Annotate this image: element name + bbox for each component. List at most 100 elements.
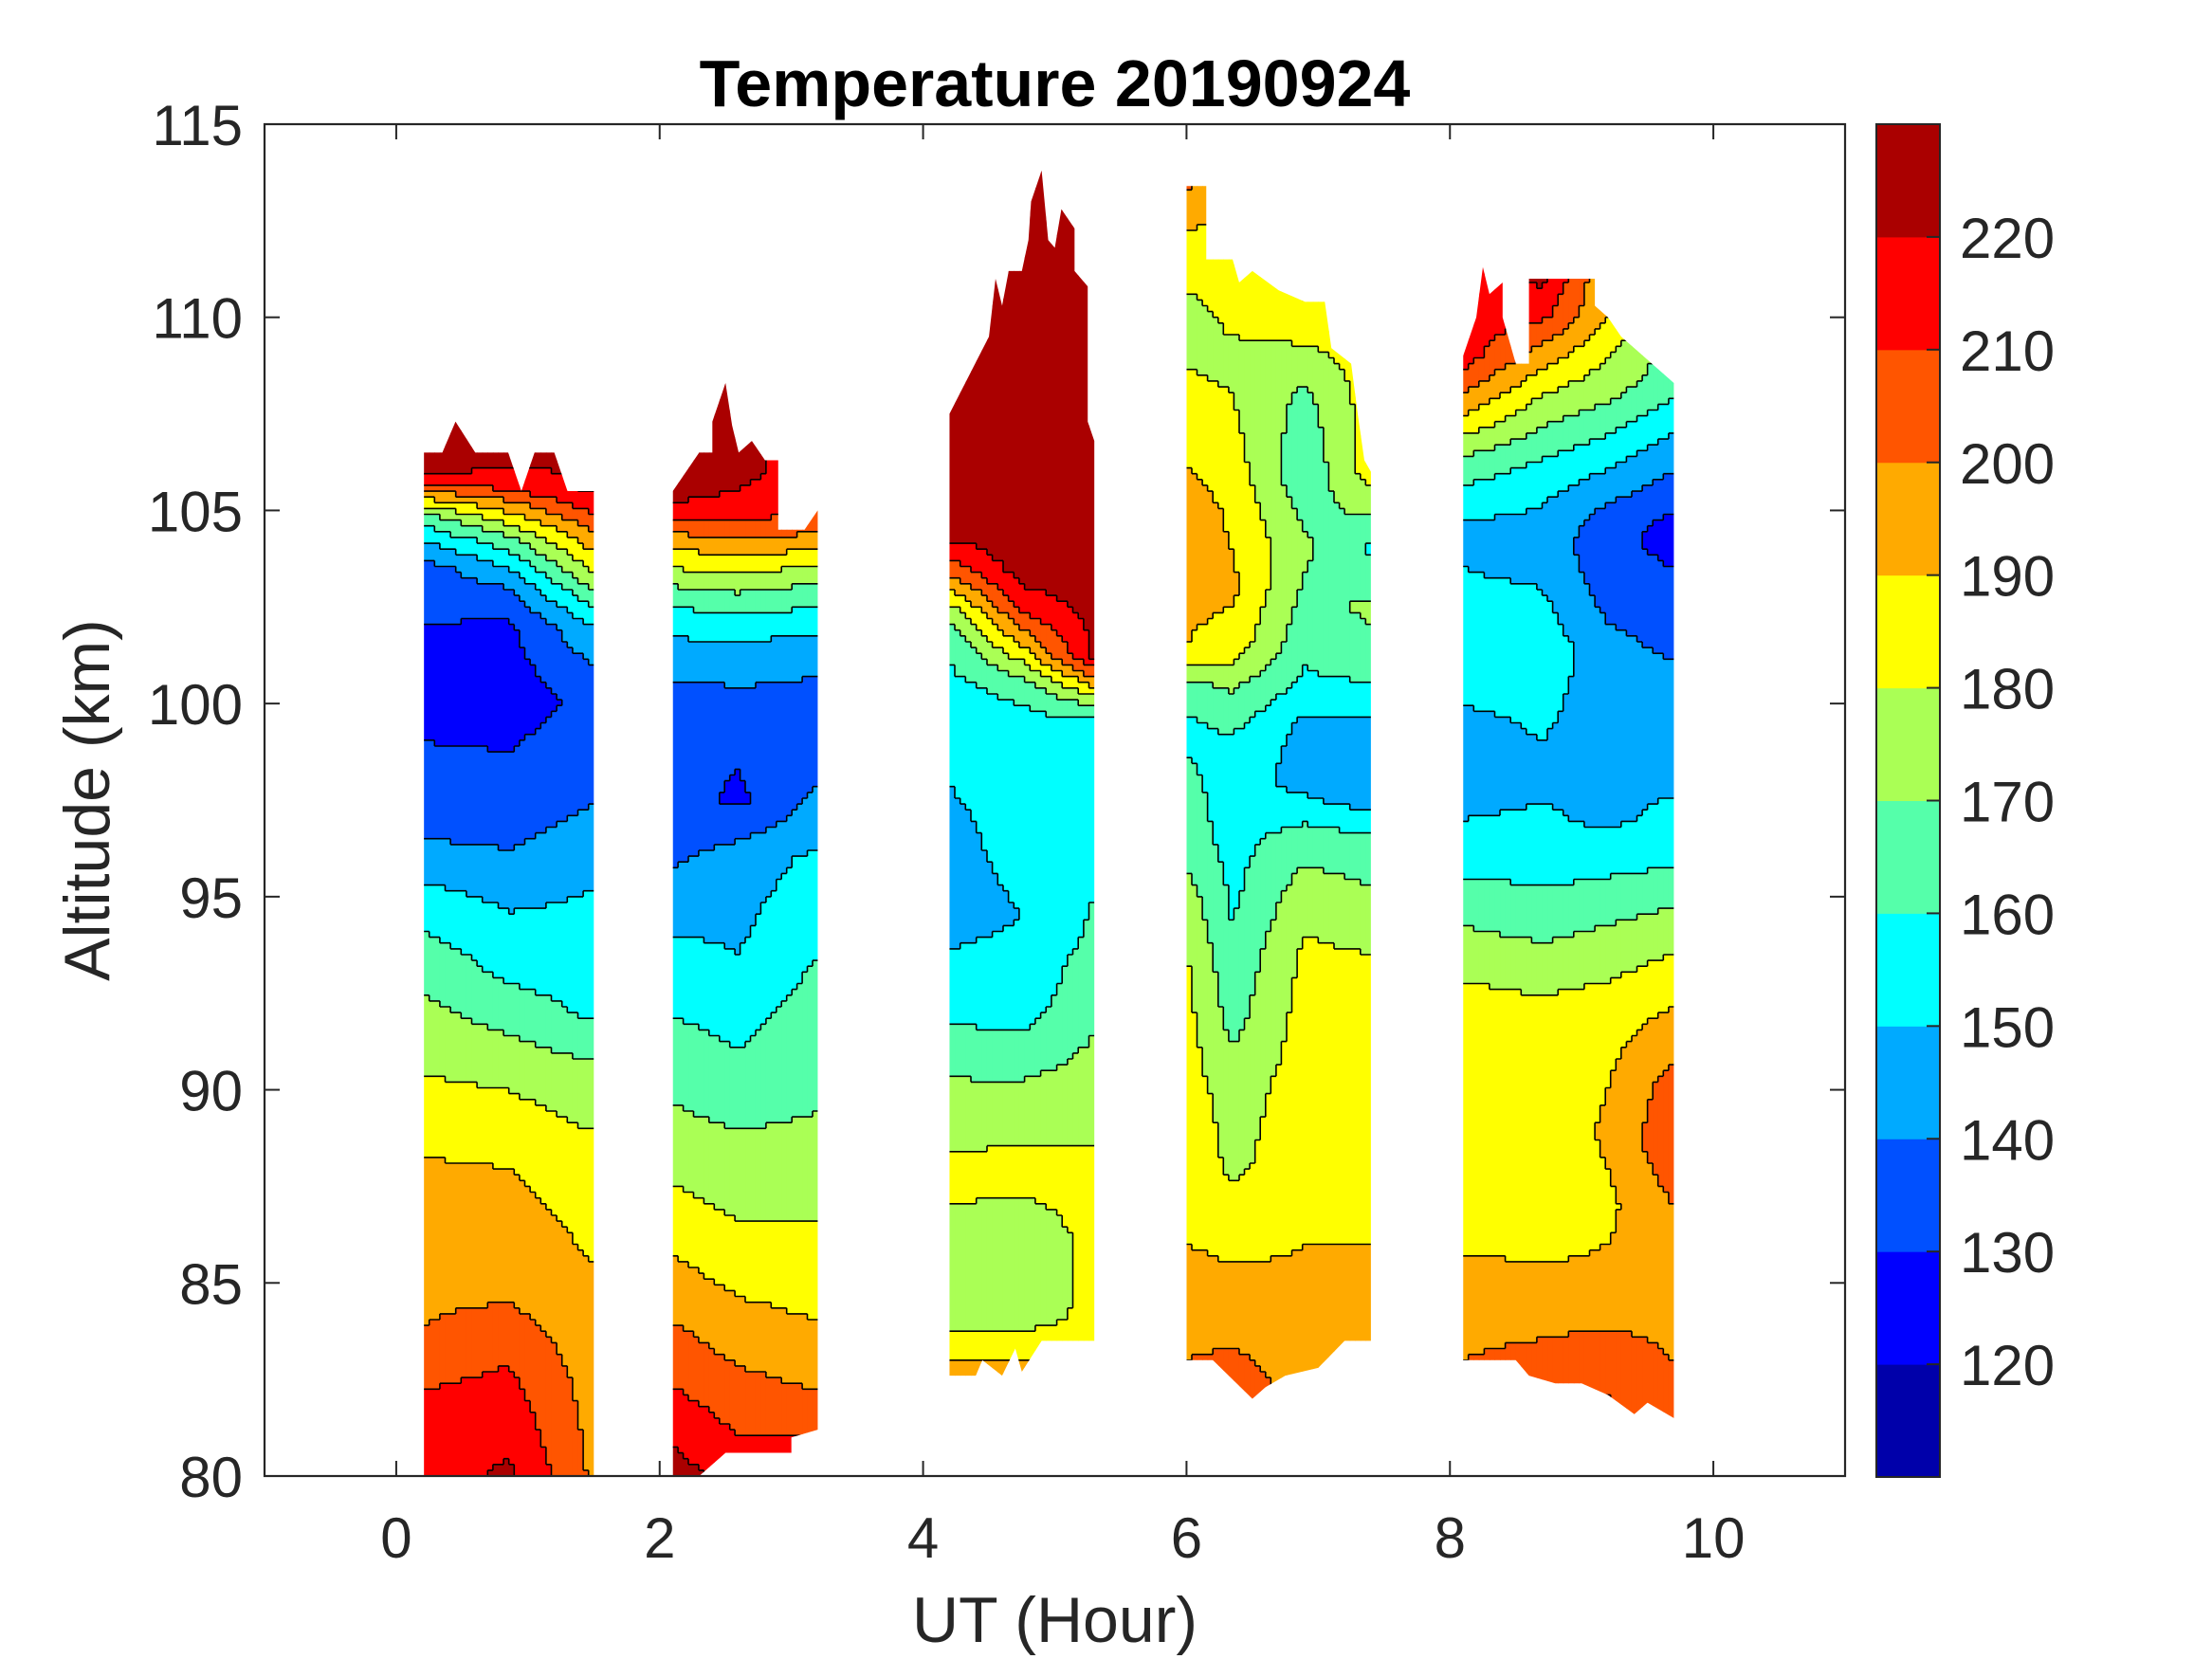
contour-band-cell — [1281, 786, 1288, 829]
contour-band-cell — [1626, 821, 1633, 875]
contour-band-cell — [1349, 682, 1356, 718]
contour-band-cell — [1062, 966, 1069, 1066]
contour-band-cell — [714, 589, 721, 613]
contour-band-cell — [1072, 170, 1079, 613]
contour-band-cell — [1223, 687, 1230, 736]
contour-band-cell — [1051, 595, 1058, 631]
contour-band-cell — [1008, 1359, 1015, 1376]
contour-band-cell — [672, 1018, 679, 1106]
contour-band-cell — [1636, 914, 1643, 967]
contour-band-cell — [955, 560, 961, 579]
contour-band-cell — [1500, 335, 1507, 371]
contour-band-cell — [704, 497, 710, 521]
contour-band-cell — [792, 566, 798, 585]
contour-band-cell — [776, 1307, 782, 1378]
contour-band-cell — [1484, 520, 1490, 579]
contour-band-cell — [714, 612, 721, 643]
contour-band-cell — [986, 1331, 994, 1361]
contour-band-cell — [429, 1000, 435, 1077]
contour-band-cell — [1323, 186, 1330, 353]
contour-band-cell — [1254, 186, 1261, 341]
contour-band-cell — [693, 520, 700, 538]
contour-band-cell — [755, 589, 762, 613]
contour-band-cell — [1536, 994, 1544, 1263]
contour-band-cell — [1500, 392, 1507, 423]
contour-band-cell — [971, 1331, 978, 1361]
contour-band-cell — [1271, 186, 1277, 341]
contour-band-cell — [992, 1030, 998, 1084]
contour-band-cell — [519, 491, 526, 503]
contour-band-cell — [745, 484, 752, 521]
contour-band-cell — [519, 1041, 526, 1101]
contour-band-cell — [577, 810, 584, 898]
contour-band-cell — [439, 1313, 447, 1384]
contour-band-cell — [1250, 717, 1256, 857]
contour-band-cell — [1291, 392, 1298, 509]
contour-band-cell — [1213, 317, 1219, 382]
contour-band-cell — [1254, 1261, 1261, 1367]
contour-band-cell — [1510, 583, 1517, 724]
contour-band-cell — [588, 1058, 594, 1129]
contour-band-cell — [535, 908, 541, 996]
contour-band-cell — [535, 508, 541, 521]
contour-band-cell — [466, 896, 473, 956]
contour-band-cell — [1631, 1035, 1638, 1338]
contour-band-cell — [1056, 670, 1063, 684]
contour-band-cell — [771, 537, 777, 556]
contour-band-cell — [540, 1104, 547, 1205]
contour-band-cell — [1478, 266, 1485, 359]
contour-band-cell — [1515, 884, 1522, 939]
contour-band-cell — [1197, 1249, 1203, 1356]
contour-band-cell — [1653, 1342, 1659, 1418]
contour-band-cell — [1653, 410, 1659, 446]
contour-band-cell — [745, 804, 752, 840]
contour-band-cell — [745, 612, 752, 643]
contour-band-cell — [1616, 462, 1622, 498]
contour-band-cell — [1626, 1041, 1633, 1332]
contour-band-cell — [439, 942, 447, 1008]
contour-band-cell — [1202, 624, 1209, 665]
contour-band-cell — [1360, 1244, 1366, 1399]
contour-band-cell — [1365, 810, 1371, 834]
contour-band-cell — [745, 1041, 752, 1129]
contour-band-cell — [755, 1371, 762, 1436]
contour-band-cell — [1334, 676, 1341, 718]
contour-band-cell — [583, 491, 590, 509]
contour-band-cell — [1478, 815, 1485, 881]
contour-band-cell — [557, 1117, 563, 1222]
contour-band-cell — [424, 525, 430, 544]
contour-band-cell — [1583, 479, 1591, 521]
contour-band-cell — [1067, 954, 1074, 1060]
contour-band-cell — [1500, 1348, 1507, 1418]
contour-band-cell — [477, 966, 484, 1025]
contour-band-cell — [471, 537, 478, 556]
contour-band-cell — [1046, 595, 1052, 626]
contour-band-cell — [487, 1469, 494, 1477]
contour-band-cell — [557, 566, 563, 585]
contour-band-cell — [434, 508, 441, 516]
contour-band-cell — [477, 484, 484, 498]
contour-band-cell — [577, 653, 584, 811]
contour-band-cell — [765, 555, 772, 574]
contour-band-cell — [1323, 873, 1330, 944]
contour-band-cell — [1250, 1261, 1256, 1361]
contour-band-cell — [812, 1221, 818, 1321]
chart-title: Temperature 20190924 — [700, 46, 1411, 120]
contour-band-cell — [1281, 827, 1288, 892]
contour-band-cell — [1583, 374, 1591, 411]
contour-band-cell — [492, 977, 500, 1031]
contour-band-cell — [724, 537, 731, 556]
contour-band-cell — [1668, 1359, 1674, 1418]
contour-band-cell — [540, 618, 547, 684]
contour-band-cell — [1088, 705, 1095, 718]
contour-band-cell — [949, 1024, 956, 1077]
contour-band-cell — [1605, 983, 1612, 1089]
contour-band-cell — [1197, 224, 1203, 301]
contour-band-cell — [466, 555, 473, 579]
contour-band-cell — [745, 555, 752, 574]
contour-lines — [424, 466, 594, 1476]
contour-band-cell — [487, 520, 494, 533]
contour-band-cell — [1515, 328, 1522, 359]
contour-band-cell — [1531, 266, 1538, 283]
contour-band-cell — [740, 382, 746, 486]
